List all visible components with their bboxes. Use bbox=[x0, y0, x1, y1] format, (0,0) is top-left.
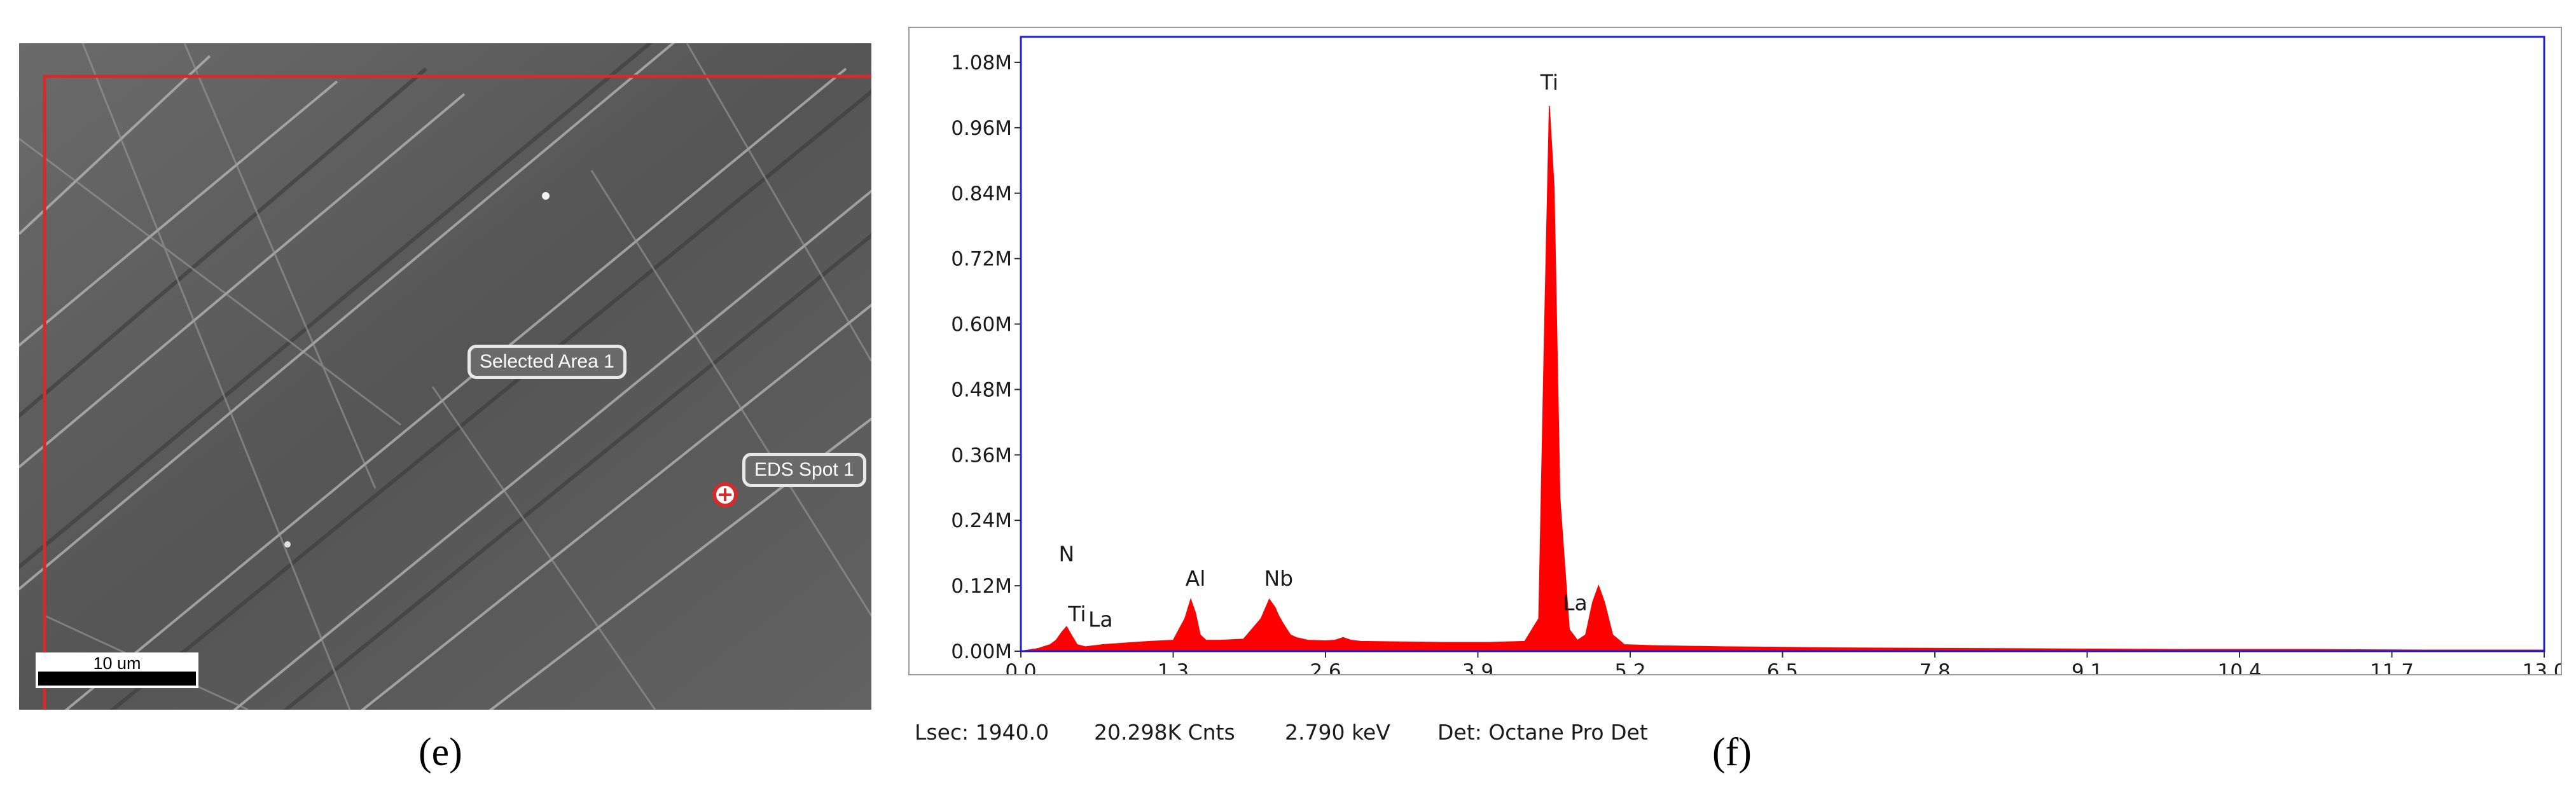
scale-bar: 10 um bbox=[36, 652, 198, 688]
y-tick-label: 0.12M bbox=[951, 575, 1012, 598]
x-tick-label: 0.0 bbox=[1005, 660, 1036, 674]
x-tick-label: 3.9 bbox=[1462, 660, 1493, 674]
y-tick-label: 0.60M bbox=[951, 314, 1012, 336]
y-axis: 0.00M 0.12M 0.24M 0.36M 0.48M 0.60M 0.72M 0.84M… bbox=[951, 52, 1021, 663]
y-tick-label: 0.96M bbox=[951, 117, 1012, 140]
status-energy: 2.790 keV bbox=[1285, 720, 1390, 745]
x-tick-label: 6.5 bbox=[1767, 660, 1798, 674]
caption-e: (e) bbox=[419, 731, 462, 774]
status-detector: Det: Octane Pro Det bbox=[1437, 720, 1648, 745]
peak-label: La bbox=[1563, 591, 1588, 616]
scale-bar-fill bbox=[38, 672, 196, 686]
series-layer bbox=[1020, 106, 2545, 652]
eds-spot-marker bbox=[712, 482, 738, 507]
plot-frame bbox=[1020, 36, 2545, 652]
peak-label: N bbox=[1059, 542, 1075, 567]
scale-bar-label: 10 um bbox=[93, 654, 141, 673]
y-tick-label: 0.84M bbox=[951, 183, 1012, 205]
x-tick-label: 5.2 bbox=[1614, 660, 1645, 674]
y-tick-label: 0.48M bbox=[951, 378, 1012, 401]
eds-spot-label: EDS Spot 1 bbox=[742, 453, 866, 487]
y-tick-label: 0.24M bbox=[951, 509, 1012, 532]
y-tick-label: 0.72M bbox=[951, 248, 1012, 271]
selected-area-label: Selected Area 1 bbox=[467, 345, 627, 379]
spectrum-chart: 0.00M 0.12M 0.24M 0.36M 0.48M 0.60M 0.72M 0.84M… bbox=[951, 36, 2561, 674]
peak-label: Ti bbox=[1067, 602, 1086, 626]
spectrum-area bbox=[1020, 106, 2545, 652]
x-tick-label: 9.1 bbox=[2072, 660, 2103, 674]
caption-f: (f) bbox=[1712, 731, 1752, 774]
y-tick-label: 1.08M bbox=[951, 52, 1012, 74]
peak-label: Ti bbox=[1540, 70, 1558, 95]
y-tick-label: 0.36M bbox=[951, 444, 1012, 467]
selected-area-outline bbox=[43, 74, 871, 710]
sem-texture bbox=[19, 43, 871, 710]
status-counts: 20.298K Cnts bbox=[1094, 720, 1235, 745]
x-tick-label: 7.8 bbox=[1919, 660, 1950, 674]
peak-label: Nb bbox=[1264, 566, 1293, 591]
x-tick-label: 11.7 bbox=[2370, 660, 2414, 674]
peak-label: La bbox=[1088, 607, 1113, 631]
y-tick-label: 0.00M bbox=[951, 640, 1012, 663]
x-tick-label: 2.6 bbox=[1310, 660, 1341, 674]
spectrum-window: 0.00M 0.12M 0.24M 0.36M 0.48M 0.60M 0.72M 0.84M… bbox=[908, 27, 2562, 745]
x-tick-label: 1.3 bbox=[1158, 660, 1189, 674]
x-tick-label: 13.0 bbox=[2522, 660, 2561, 674]
x-tick-label: 10.4 bbox=[2217, 660, 2261, 674]
sem-micrograph: Selected Area 1 EDS Spot 1 10 um bbox=[19, 43, 871, 710]
peak-label: Al bbox=[1186, 566, 1206, 591]
status-lsec: Lsec: 1940.0 bbox=[915, 720, 1049, 745]
x-axis: 0.0 1.3 2.6 3.9 5.2 6.5 7.8 9.1 10.4 11.7 13.0 bbox=[1005, 651, 2561, 674]
